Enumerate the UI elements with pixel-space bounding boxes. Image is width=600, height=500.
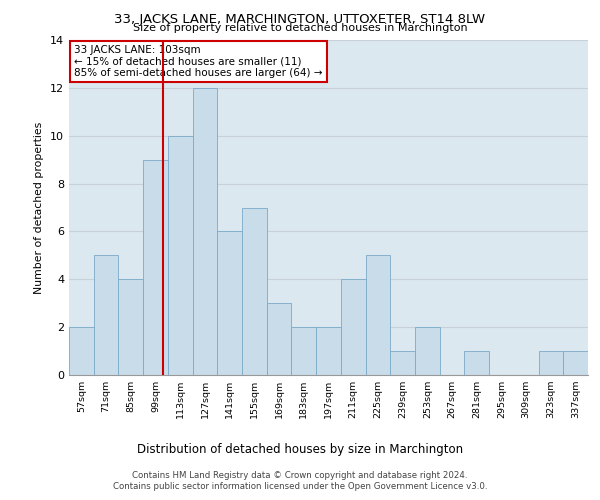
Bar	[69, 327, 94, 375]
Text: Contains public sector information licensed under the Open Government Licence v3: Contains public sector information licen…	[113, 482, 487, 491]
Text: 33, JACKS LANE, MARCHINGTON, UTTOXETER, ST14 8LW: 33, JACKS LANE, MARCHINGTON, UTTOXETER, …	[115, 12, 485, 26]
Bar	[341, 280, 365, 375]
Bar	[390, 351, 415, 375]
Bar	[365, 256, 390, 375]
Text: Size of property relative to detached houses in Marchington: Size of property relative to detached ho…	[133, 23, 467, 33]
Bar	[267, 303, 292, 375]
Bar	[217, 232, 242, 375]
Bar	[242, 208, 267, 375]
Bar	[464, 351, 489, 375]
Bar	[143, 160, 168, 375]
Text: 33 JACKS LANE: 103sqm
← 15% of detached houses are smaller (11)
85% of semi-deta: 33 JACKS LANE: 103sqm ← 15% of detached …	[74, 45, 323, 78]
Bar	[316, 327, 341, 375]
Bar	[94, 256, 118, 375]
Bar	[292, 327, 316, 375]
Bar	[415, 327, 440, 375]
Text: Contains HM Land Registry data © Crown copyright and database right 2024.: Contains HM Land Registry data © Crown c…	[132, 471, 468, 480]
Bar	[539, 351, 563, 375]
Bar	[563, 351, 588, 375]
Y-axis label: Number of detached properties: Number of detached properties	[34, 122, 44, 294]
Bar	[168, 136, 193, 375]
Text: Distribution of detached houses by size in Marchington: Distribution of detached houses by size …	[137, 442, 463, 456]
Bar	[193, 88, 217, 375]
Bar	[118, 280, 143, 375]
